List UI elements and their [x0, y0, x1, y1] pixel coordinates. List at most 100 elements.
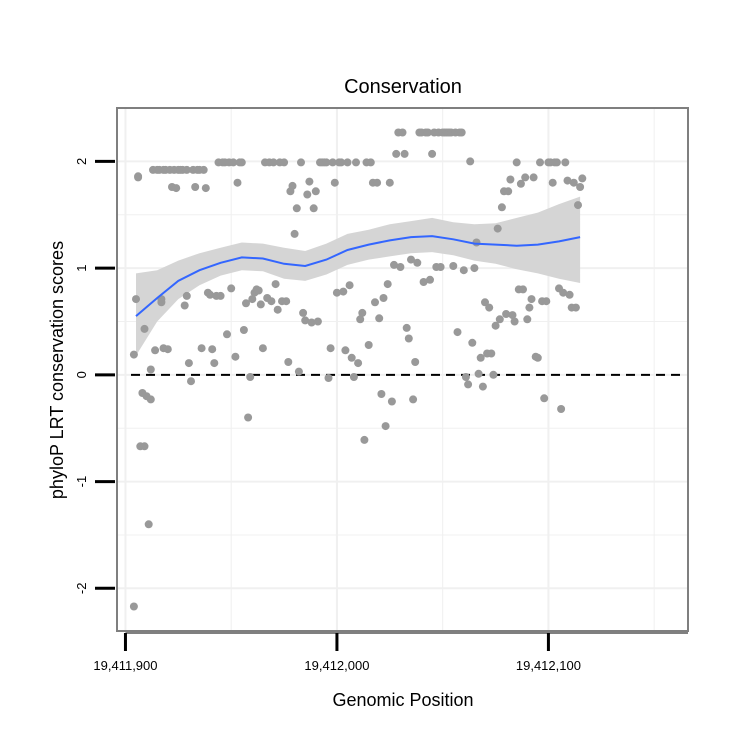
data-point [229, 158, 238, 167]
data-point [254, 286, 263, 295]
data-point [523, 315, 532, 324]
data-point [303, 190, 312, 199]
data-point [502, 310, 511, 318]
data-point [307, 318, 316, 327]
data-point [576, 183, 585, 191]
data-point [510, 317, 519, 326]
data-point [411, 358, 420, 366]
data-point [258, 344, 267, 353]
data-point [366, 158, 375, 167]
data-point [248, 295, 257, 304]
data-point [280, 158, 289, 167]
data-point [548, 178, 557, 187]
data-point [426, 275, 434, 284]
data-point [508, 311, 517, 320]
data-point [292, 204, 301, 213]
smooth-line [135, 235, 581, 317]
data-point [309, 204, 318, 213]
data-point [476, 353, 485, 362]
x-axis-label: Genomic Position [332, 690, 473, 710]
confidence-band-area [136, 196, 581, 356]
data-point [206, 290, 215, 299]
y-tick-label: 1 [74, 264, 89, 271]
data-point [282, 297, 291, 306]
data-point [129, 602, 138, 611]
data-point [233, 178, 242, 187]
data-point [354, 359, 363, 368]
data-point [474, 369, 483, 378]
data-point [339, 287, 348, 296]
data-point [461, 373, 470, 381]
data-point [464, 380, 473, 389]
data-point [542, 297, 551, 306]
data-point [470, 264, 479, 273]
data-point [199, 165, 208, 174]
data-point [237, 158, 246, 167]
data-point [457, 128, 466, 137]
data-point [536, 158, 544, 167]
data-point [402, 323, 411, 332]
data-point [216, 291, 225, 300]
data-point [478, 382, 487, 391]
data-point [157, 298, 166, 307]
data-point [328, 158, 337, 167]
data-point [516, 179, 525, 188]
data-point [552, 158, 561, 167]
x-tick-label: 19,412,000 [304, 658, 369, 673]
data-point [337, 158, 346, 167]
data-point [326, 344, 335, 353]
data-point [129, 350, 138, 359]
data-point [398, 128, 407, 137]
data-point [132, 295, 140, 304]
y-axis-label: phyloP LRT conservation scores [47, 241, 67, 499]
data-point [324, 374, 333, 382]
data-point [246, 373, 255, 381]
data-point [352, 158, 360, 167]
data-point [140, 442, 149, 451]
data-point [459, 266, 468, 275]
data-point [284, 358, 293, 366]
data-point [512, 158, 521, 167]
y-tick-label: -2 [74, 583, 89, 595]
data-point [571, 303, 580, 312]
data-point [379, 294, 388, 302]
data-point [489, 370, 498, 379]
data-point [407, 255, 415, 264]
data-point [485, 303, 494, 312]
data-point [210, 359, 219, 368]
data-point [453, 328, 462, 337]
data-point [288, 181, 297, 190]
data-points [129, 128, 587, 611]
data-point [180, 301, 189, 310]
data-point [290, 229, 299, 238]
data-point [356, 315, 365, 324]
data-point [504, 187, 513, 196]
data-point [244, 413, 253, 422]
data-point [423, 128, 432, 137]
data-point [373, 178, 382, 187]
data-point [377, 390, 386, 398]
data-point [187, 377, 195, 386]
data-point [487, 349, 496, 358]
confidence-band [136, 196, 581, 356]
data-point [311, 187, 320, 196]
y-tick-label: 0 [74, 371, 89, 378]
data-point [330, 178, 339, 187]
data-point [223, 330, 231, 339]
data-point [297, 158, 305, 167]
data-point [381, 422, 390, 431]
data-point [256, 300, 265, 309]
data-point [360, 435, 369, 444]
data-point [345, 281, 354, 290]
data-point [299, 308, 308, 317]
data-point [313, 317, 322, 326]
data-point [419, 278, 428, 286]
data-point [390, 260, 398, 269]
data-point [271, 280, 280, 289]
data-point [563, 176, 572, 185]
grid-lines [117, 108, 688, 631]
data-point [341, 346, 350, 355]
data-point [428, 149, 437, 158]
data-point [404, 334, 413, 343]
data-point [191, 183, 200, 191]
